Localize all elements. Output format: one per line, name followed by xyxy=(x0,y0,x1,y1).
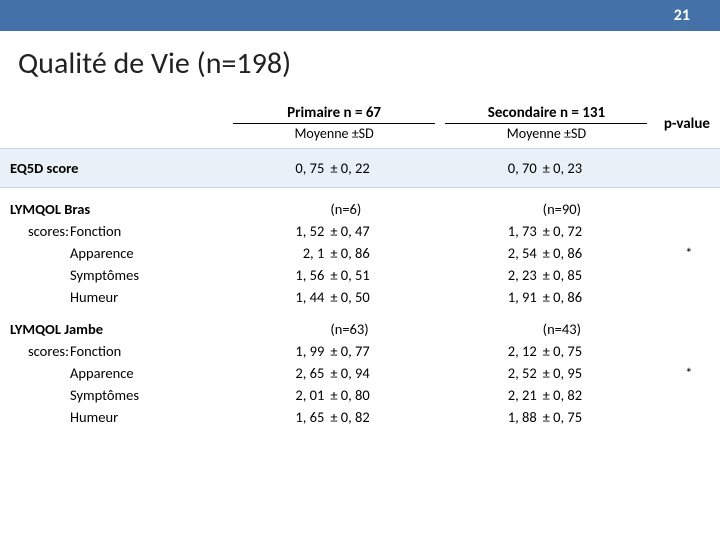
bras-row2-psd: ± 0, 51 xyxy=(326,264,435,286)
bras-secondary-n: (n=90) xyxy=(539,198,648,220)
bras-scores-label: scores: xyxy=(10,222,70,240)
primary-header: Primaire n = 67 xyxy=(233,100,435,124)
bras-row0-ssd: ± 0, 72 xyxy=(539,220,648,242)
bras-row-0: scores:Fonction 1, 52 ± 0, 47 1, 73 ± 0,… xyxy=(0,220,720,242)
jambe-row3-psd: ± 0, 82 xyxy=(326,406,435,428)
bras-row1-ssd: ± 0, 86 xyxy=(539,242,648,264)
jambe-row3-sm: 1, 88 xyxy=(445,406,538,428)
jambe-row0-sm: 2, 12 xyxy=(445,340,538,362)
page-title: Qualité de Vie (n=198) xyxy=(0,31,720,100)
jambe-row-0: scores:Fonction 1, 99 ± 0, 77 2, 12 ± 0,… xyxy=(0,340,720,362)
eq5d-primary-mean: 0, 75 xyxy=(233,149,326,188)
jambe-row2-sm: 2, 21 xyxy=(445,384,538,406)
jambe-row0-ssd: ± 0, 75 xyxy=(539,340,648,362)
bras-header-row: LYMQOL Bras (n=6) (n=90) xyxy=(0,198,720,220)
eq5d-secondary-sd: ± 0, 23 xyxy=(539,149,648,188)
group-header-row: Primaire n = 67 Secondaire n = 131 p-val… xyxy=(0,100,720,124)
eq5d-label: EQ5D score xyxy=(0,149,233,188)
eq5d-secondary-mean: 0, 70 xyxy=(445,149,538,188)
jambe-scores-label: scores: xyxy=(10,342,70,360)
jambe-row-1: Apparence 2, 65 ± 0, 94 2, 52 ± 0, 95 * xyxy=(0,362,720,384)
bras-row1-psd: ± 0, 86 xyxy=(326,242,435,264)
jambe-row2-ssd: ± 0, 82 xyxy=(539,384,648,406)
bras-section-label: LYMQOL Bras xyxy=(0,198,233,220)
bras-pvalue: * xyxy=(658,242,720,264)
jambe-row1-ssd: ± 0, 95 xyxy=(539,362,648,384)
bras-row3-psd: ± 0, 50 xyxy=(326,286,435,308)
jambe-row3-ssd: ± 0, 75 xyxy=(539,406,648,428)
bras-row1-sm: 2, 54 xyxy=(445,242,538,264)
bras-row0-label: Fonction xyxy=(70,222,121,240)
page-number: 21 xyxy=(674,6,690,25)
jambe-row3-pm: 1, 65 xyxy=(233,406,326,428)
pvalue-header: p-value xyxy=(658,100,720,149)
bras-primary-n: (n=6) xyxy=(326,198,435,220)
eq5d-pvalue xyxy=(658,149,720,188)
jambe-row1-sm: 2, 52 xyxy=(445,362,538,384)
jambe-row-3: Humeur 1, 65 ± 0, 82 1, 88 ± 0, 75 xyxy=(0,406,720,428)
bras-row3-ssd: ± 0, 86 xyxy=(539,286,648,308)
jambe-row1-psd: ± 0, 94 xyxy=(326,362,435,384)
secondary-subheader: Moyenne ±SD xyxy=(445,124,647,149)
jambe-row3-label: Humeur xyxy=(70,408,118,426)
jambe-row0-label: Fonction xyxy=(70,342,121,360)
bras-row0-pm: 1, 52 xyxy=(233,220,326,242)
bras-row2-sm: 2, 23 xyxy=(445,264,538,286)
jambe-row2-label: Symptômes xyxy=(70,386,139,404)
bras-row-3: Humeur 1, 44 ± 0, 50 1, 91 ± 0, 86 xyxy=(0,286,720,308)
bras-row0-psd: ± 0, 47 xyxy=(326,220,435,242)
bras-row0-sm: 1, 73 xyxy=(445,220,538,242)
bras-row2-ssd: ± 0, 85 xyxy=(539,264,648,286)
jambe-row2-psd: ± 0, 80 xyxy=(326,384,435,406)
bras-row3-label: Humeur xyxy=(70,288,118,306)
bras-row2-label: Symptômes xyxy=(70,266,139,284)
jambe-row1-pm: 2, 65 xyxy=(233,362,326,384)
jambe-row0-psd: ± 0, 77 xyxy=(326,340,435,362)
jambe-row2-pm: 2, 01 xyxy=(233,384,326,406)
jambe-pvalue: * xyxy=(658,362,720,384)
jambe-section-label: LYMQOL Jambe xyxy=(0,318,233,340)
bras-row1-label: Apparence xyxy=(70,244,134,262)
bras-row1-pm: 2, 1 xyxy=(233,242,326,264)
bras-row2-pm: 1, 56 xyxy=(233,264,326,286)
jambe-row0-pm: 1, 99 xyxy=(233,340,326,362)
bras-row3-sm: 1, 91 xyxy=(445,286,538,308)
bras-row3-pm: 1, 44 xyxy=(233,286,326,308)
jambe-primary-n: (n=63) xyxy=(326,318,435,340)
jambe-row1-label: Apparence xyxy=(70,364,134,382)
bras-row-2: Symptômes 1, 56 ± 0, 51 2, 23 ± 0, 85 xyxy=(0,264,720,286)
bras-row-1: Apparence 2, 1 ± 0, 86 2, 54 ± 0, 86 * xyxy=(0,242,720,264)
jambe-row-2: Symptômes 2, 01 ± 0, 80 2, 21 ± 0, 82 xyxy=(0,384,720,406)
sub-header-row: Moyenne ±SD Moyenne ±SD xyxy=(0,124,720,149)
jambe-secondary-n: (n=43) xyxy=(539,318,648,340)
secondary-header: Secondaire n = 131 xyxy=(445,100,647,124)
slide-header-bar: 21 xyxy=(0,0,720,31)
eq5d-primary-sd: ± 0, 22 xyxy=(326,149,435,188)
eq5d-row: EQ5D score 0, 75 ± 0, 22 0, 70 ± 0, 23 xyxy=(0,149,720,188)
qol-table: Primaire n = 67 Secondaire n = 131 p-val… xyxy=(0,100,720,428)
jambe-header-row: LYMQOL Jambe (n=63) (n=43) xyxy=(0,318,720,340)
primary-subheader: Moyenne ±SD xyxy=(233,124,435,149)
